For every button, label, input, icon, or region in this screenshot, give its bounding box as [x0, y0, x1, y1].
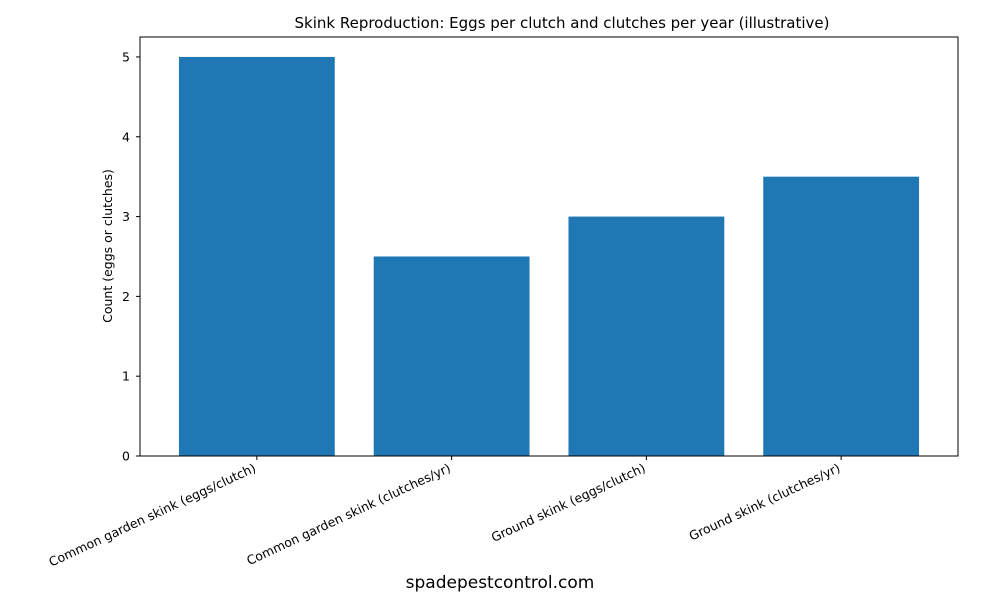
y-tick-label-4: 4	[122, 129, 130, 144]
bar-2	[568, 216, 725, 456]
x-tick-label-0: Common garden skink (eggs/clutch)	[46, 460, 258, 569]
bar-1	[373, 256, 530, 456]
x-tick-label-3: Ground skink (clutches/yr)	[687, 460, 843, 543]
bars-group	[178, 56, 920, 457]
watermark: spadepestcontrol.com	[406, 573, 595, 593]
y-axis-ticks: 0 1 2 3 4 5	[122, 49, 140, 464]
y-tick-label-0: 0	[122, 449, 130, 464]
x-tick-label-2: Ground skink (eggs/clutch)	[489, 460, 648, 545]
y-tick-label-3: 3	[122, 209, 130, 224]
y-tick-label-5: 5	[122, 49, 130, 64]
x-axis-ticks: Common garden skink (eggs/clutch)Common …	[46, 456, 842, 570]
y-tick-label-2: 2	[122, 289, 130, 304]
chart-title: Skink Reproduction: Eggs per clutch and …	[295, 14, 830, 32]
y-axis-label: Count (eggs or clutches)	[100, 169, 115, 323]
bar-3	[763, 176, 920, 457]
y-tick-label-1: 1	[122, 369, 130, 384]
x-tick-label-1: Common garden skink (clutches/yr)	[244, 460, 453, 568]
bar-0	[178, 56, 335, 456]
plot-frame	[139, 36, 959, 457]
